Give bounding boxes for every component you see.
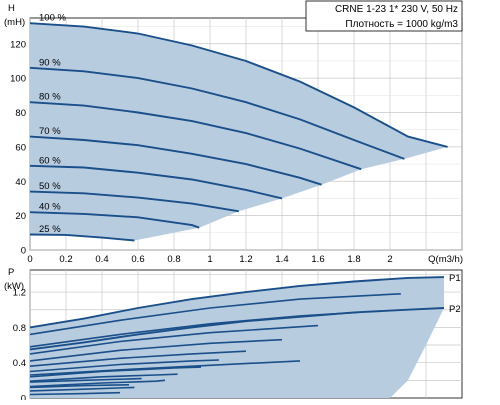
power-y-axis-unit: (kW) <box>4 281 24 292</box>
head-curve-label-100: 100 % <box>39 13 66 24</box>
head-tick-60: 60 <box>15 142 26 153</box>
head-tick-20: 20 <box>15 211 26 222</box>
power-curve-labels: P1 P2 <box>449 273 461 315</box>
flow-tick-0: 0 <box>27 254 32 265</box>
power-inner-curve-1 <box>29 293 401 336</box>
head-curve-label-90: 90 % <box>39 57 61 68</box>
power-curve-label-p1: P1 <box>449 273 461 284</box>
flow-tick-2: 2 <box>387 254 392 265</box>
power-curve-p1 <box>29 276 445 329</box>
power-curve-label-p2: P2 <box>449 304 461 315</box>
power-tick-0: 0 <box>21 394 26 401</box>
power-inner-curve-5 <box>29 350 247 367</box>
power-panel: 0 0.4 0.8 1.2 P1 P2 P (kW) <box>4 267 463 405</box>
head-tick-40: 40 <box>15 177 26 188</box>
power-tick-1-2: 1.2 <box>13 288 26 299</box>
head-tick-100: 100 <box>10 74 26 85</box>
head-tick-80: 80 <box>15 108 26 119</box>
head-tick-120: 120 <box>10 39 26 50</box>
power-curve-p2 <box>29 307 445 351</box>
power-operating-region <box>30 277 444 398</box>
power-inner-curve-9 <box>29 379 166 388</box>
head-x-ticks: 0 0.2 0.4 0.6 0.8 1 1.2 1.4 1.6 1.8 2 <box>27 254 392 265</box>
flow-tick-0-6: 0.6 <box>131 254 144 265</box>
power-inner-curve-13 <box>29 377 142 383</box>
pump-info-box <box>305 0 463 32</box>
flow-tick-1: 1 <box>207 254 212 265</box>
pump-model-title: CRNE 1-23 1* 230 V, 50 Hz <box>335 4 458 15</box>
head-y-ticks: 0 20 40 60 80 100 120 <box>10 39 26 256</box>
head-curve-60 <box>29 164 283 200</box>
head-curves <box>29 22 448 242</box>
power-inner-curve-10 <box>29 386 135 392</box>
head-curve-label-25: 25 % <box>39 224 61 235</box>
head-curve-label-70: 70 % <box>39 126 61 137</box>
flow-tick-0-2: 0.2 <box>59 254 72 265</box>
head-curve-25 <box>29 233 135 242</box>
head-curve-label-50: 50 % <box>39 181 61 192</box>
head-curve-labels: 100 % 90 % 80 % 70 % 60 % 50 % 40 % 25 % <box>39 13 66 235</box>
head-curve-label-40: 40 % <box>39 202 61 213</box>
power-inner-curve-11 <box>29 391 121 396</box>
head-curve-label-60: 60 % <box>39 155 61 166</box>
power-inner-curve-12 <box>29 384 130 389</box>
head-curve-40 <box>29 211 200 229</box>
power-y-ticks: 0 0.4 0.8 1.2 <box>13 288 26 405</box>
head-curve-label-80: 80 % <box>39 92 61 103</box>
power-y-axis-label: P <box>8 267 14 278</box>
power-inner-curve-8 <box>29 373 178 382</box>
head-curve-90 <box>29 66 405 160</box>
head-y-axis-unit: (mH) <box>4 17 25 28</box>
head-tick-0: 0 <box>21 246 26 257</box>
flow-tick-1-8: 1.8 <box>347 254 360 265</box>
flow-tick-0-8: 0.8 <box>167 254 180 265</box>
power-inner-curve-7 <box>29 366 202 378</box>
density-note: Плотность = 1000 kg/m3 <box>345 19 458 30</box>
flow-tick-1-4: 1.4 <box>275 254 288 265</box>
power-inner-curve-4 <box>29 338 283 362</box>
head-y-axis-label: H <box>8 3 15 14</box>
power-inner-curve-14 <box>29 360 301 376</box>
head-curve-50 <box>29 190 239 213</box>
power-tick-0-8: 0.8 <box>13 323 26 334</box>
power-curves <box>29 276 445 396</box>
power-inner-curve-3 <box>29 324 319 355</box>
head-panel: 0 0.2 0.4 0.6 0.8 1 1.2 1.4 1.6 1.8 2 0 20 40 60 80 100… <box>4 0 463 265</box>
head-curve-70 <box>29 135 322 186</box>
flow-x-axis-label: Q(m3/h) <box>428 254 463 265</box>
flow-tick-0-4: 0.4 <box>95 254 108 265</box>
power-inner-curve-6 <box>29 359 220 373</box>
flow-tick-1-6: 1.6 <box>311 254 324 265</box>
flow-tick-1-2: 1.2 <box>239 254 252 265</box>
power-tick-0-4: 0.4 <box>13 358 26 369</box>
head-curve-80 <box>29 101 362 171</box>
head-curve-100 <box>29 22 448 148</box>
